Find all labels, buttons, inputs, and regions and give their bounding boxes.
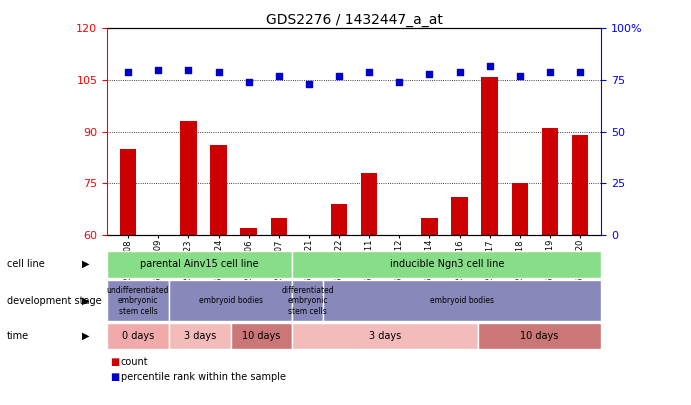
Bar [169,323,231,349]
Bar [107,323,169,349]
Bar [361,173,377,235]
Text: ▶: ▶ [82,296,89,306]
Text: count: count [121,358,149,367]
Bar [422,218,437,235]
Point [394,79,405,85]
Point [243,79,254,85]
Text: ▶: ▶ [82,331,89,341]
Point [123,68,134,75]
Text: 10 days: 10 days [243,331,281,341]
Point [334,72,345,79]
Point [424,70,435,77]
Bar [292,251,601,278]
Bar [240,228,257,235]
Bar [323,280,601,321]
Point [363,68,375,75]
Bar [482,77,498,235]
Text: embryoid bodies: embryoid bodies [430,296,494,305]
Text: undifferentiated
embryonic
stem cells: undifferentiated embryonic stem cells [107,286,169,315]
Bar [231,323,292,349]
Bar [120,149,137,235]
Bar [271,218,287,235]
Text: 3 days: 3 days [369,331,401,341]
Bar [107,280,169,321]
Point [545,68,556,75]
Text: embryoid bodies: embryoid bodies [198,296,263,305]
Bar [542,128,558,235]
Text: development stage: development stage [7,296,102,306]
Text: parental Ainv15 cell line: parental Ainv15 cell line [140,259,259,269]
Text: cell line: cell line [7,259,45,269]
Text: differentiated
embryonic
stem cells: differentiated embryonic stem cells [281,286,334,315]
Point [303,81,314,87]
Point [153,66,164,73]
Text: 0 days: 0 days [122,331,154,341]
Text: time: time [7,331,29,341]
Point [183,66,194,73]
Point [484,62,495,69]
Bar [169,280,292,321]
Text: percentile rank within the sample: percentile rank within the sample [121,372,286,382]
Bar [511,183,528,235]
Text: ▶: ▶ [82,259,89,269]
Bar [180,122,197,235]
Bar [477,323,601,349]
Point [514,72,525,79]
Bar [571,135,588,235]
Point [213,68,224,75]
Bar [451,197,468,235]
Text: ■: ■ [111,358,120,367]
Bar [331,204,348,235]
Bar [292,323,477,349]
Point [454,68,465,75]
Text: inducible Ngn3 cell line: inducible Ngn3 cell line [390,259,504,269]
Text: 3 days: 3 days [184,331,216,341]
Point [574,68,585,75]
Bar [107,251,292,278]
Text: ■: ■ [111,372,120,382]
Point [274,72,285,79]
Bar [292,280,323,321]
Text: 10 days: 10 days [520,331,558,341]
Bar [210,145,227,235]
Title: GDS2276 / 1432447_a_at: GDS2276 / 1432447_a_at [266,13,442,27]
